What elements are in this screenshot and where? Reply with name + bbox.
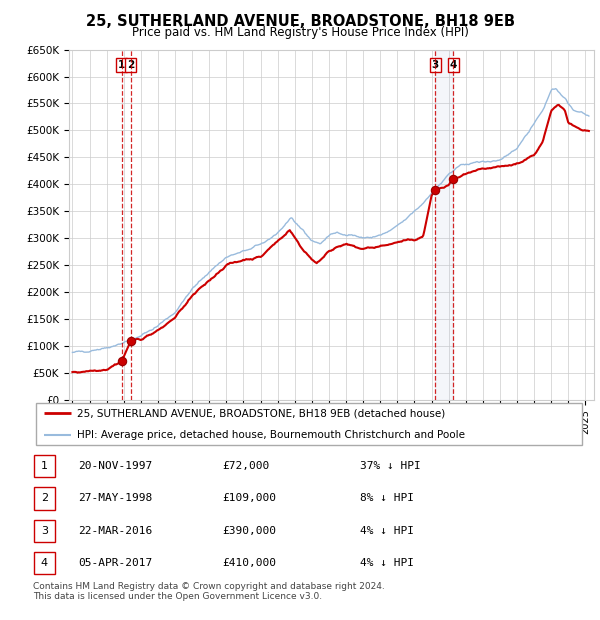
Text: 27-MAY-1998: 27-MAY-1998 bbox=[78, 494, 152, 503]
Text: 1: 1 bbox=[41, 461, 48, 471]
Text: 25, SUTHERLAND AVENUE, BROADSTONE, BH18 9EB: 25, SUTHERLAND AVENUE, BROADSTONE, BH18 … bbox=[86, 14, 515, 29]
Text: Contains HM Land Registry data © Crown copyright and database right 2024.
This d: Contains HM Land Registry data © Crown c… bbox=[33, 582, 385, 601]
Text: 05-APR-2017: 05-APR-2017 bbox=[78, 558, 152, 568]
Text: 3: 3 bbox=[41, 526, 48, 536]
Text: 22-MAR-2016: 22-MAR-2016 bbox=[78, 526, 152, 536]
Text: 1: 1 bbox=[118, 60, 125, 70]
Bar bbox=[436, 50, 453, 400]
Text: 4: 4 bbox=[449, 60, 457, 70]
Text: HPI: Average price, detached house, Bournemouth Christchurch and Poole: HPI: Average price, detached house, Bour… bbox=[77, 430, 465, 440]
Text: 2: 2 bbox=[41, 494, 48, 503]
Text: £390,000: £390,000 bbox=[222, 526, 276, 536]
Text: 4% ↓ HPI: 4% ↓ HPI bbox=[360, 558, 414, 568]
Text: 3: 3 bbox=[431, 60, 439, 70]
Text: £410,000: £410,000 bbox=[222, 558, 276, 568]
Text: £72,000: £72,000 bbox=[222, 461, 269, 471]
Text: 8% ↓ HPI: 8% ↓ HPI bbox=[360, 494, 414, 503]
Text: 25, SUTHERLAND AVENUE, BROADSTONE, BH18 9EB (detached house): 25, SUTHERLAND AVENUE, BROADSTONE, BH18 … bbox=[77, 408, 445, 418]
Text: £109,000: £109,000 bbox=[222, 494, 276, 503]
Text: 20-NOV-1997: 20-NOV-1997 bbox=[78, 461, 152, 471]
Text: 37% ↓ HPI: 37% ↓ HPI bbox=[360, 461, 421, 471]
Text: 4% ↓ HPI: 4% ↓ HPI bbox=[360, 526, 414, 536]
Text: Price paid vs. HM Land Registry's House Price Index (HPI): Price paid vs. HM Land Registry's House … bbox=[131, 26, 469, 39]
Text: 2: 2 bbox=[127, 60, 134, 70]
Text: 4: 4 bbox=[41, 558, 48, 568]
